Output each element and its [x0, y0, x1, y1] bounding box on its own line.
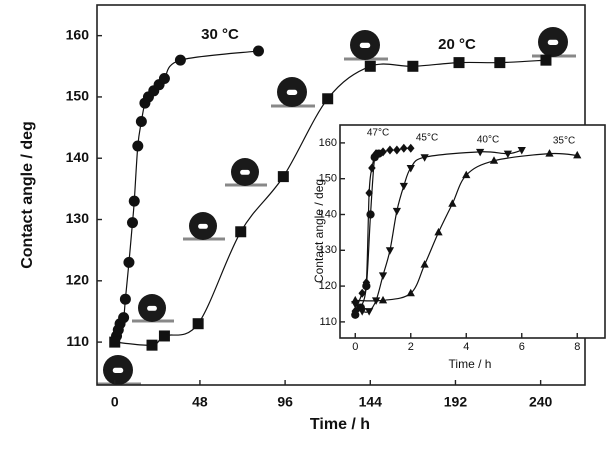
x-tick-label: 240 — [529, 394, 553, 410]
x-tick-label: 48 — [192, 394, 208, 410]
series-label: 30 °C — [201, 26, 239, 43]
y-tick-label: 130 — [66, 210, 90, 226]
data-point — [420, 260, 429, 268]
data-point — [407, 143, 415, 153]
data-point — [119, 293, 131, 305]
y-tick-label: 150 — [66, 88, 90, 104]
data-point — [453, 57, 465, 69]
series-label: 40°C — [477, 135, 499, 146]
x-axis-label: Time / h — [449, 357, 492, 371]
data-point — [358, 308, 367, 316]
data-point — [420, 154, 429, 162]
data-point — [365, 308, 374, 316]
data-point — [374, 149, 383, 158]
droplet-highlight — [359, 42, 371, 48]
data-point — [366, 210, 375, 219]
data-point — [235, 226, 247, 238]
data-point — [393, 145, 401, 155]
data-point — [494, 57, 506, 69]
series-label: 35°C — [553, 136, 575, 147]
y-tick-label: 120 — [66, 272, 90, 288]
droplet-highlight — [147, 305, 157, 311]
data-point — [128, 195, 140, 207]
data-point — [322, 93, 334, 105]
data-point — [109, 336, 121, 348]
data-point — [517, 147, 526, 155]
data-point — [158, 73, 170, 85]
x-tick-label: 192 — [444, 394, 468, 410]
y-axis-label: Contact angle / deg — [19, 121, 36, 269]
data-point — [174, 54, 186, 66]
data-point — [503, 150, 513, 159]
data-point — [365, 188, 373, 198]
y-tick-label: 150 — [319, 173, 337, 185]
x-tick-label: 96 — [277, 394, 293, 410]
data-point — [135, 115, 147, 127]
data-point — [146, 339, 158, 351]
x-tick-label: 2 — [408, 341, 414, 353]
data-point — [192, 318, 204, 330]
data-point — [406, 164, 415, 173]
data-point — [448, 199, 457, 207]
y-tick-label: 140 — [319, 208, 337, 220]
data-point — [378, 272, 388, 280]
data-point — [434, 227, 443, 236]
series-label: 45°C — [416, 133, 438, 144]
data-point — [351, 295, 360, 304]
plot-frame — [339, 124, 606, 339]
data-point — [378, 295, 388, 304]
data-point — [385, 247, 395, 255]
data-point — [406, 288, 415, 297]
data-point — [351, 310, 360, 319]
data-point — [362, 281, 371, 291]
y-tick-label: 130 — [319, 244, 337, 256]
y-tick-label: 160 — [66, 26, 90, 42]
data-point — [386, 145, 394, 155]
data-point — [132, 140, 144, 152]
data-point — [364, 60, 376, 72]
data-point — [158, 330, 170, 342]
series-line — [355, 152, 578, 302]
data-point — [118, 312, 130, 324]
droplet-highlight — [240, 169, 250, 175]
data-point — [277, 171, 289, 183]
x-axis-label: Time / h — [310, 416, 370, 433]
data-point — [399, 182, 408, 191]
droplet-icons — [97, 27, 576, 386]
data-point — [545, 149, 554, 157]
y-tick-label: 110 — [319, 316, 337, 328]
data-point — [358, 288, 366, 298]
data-point — [407, 60, 419, 72]
y-tick-label: 110 — [66, 333, 89, 349]
x-tick-label: 6 — [519, 341, 525, 353]
data-point — [489, 156, 499, 164]
x-tick-label: 4 — [463, 341, 469, 353]
series-label: 47°C — [367, 128, 389, 139]
droplet-highlight — [547, 39, 559, 45]
droplet-highlight — [112, 367, 124, 373]
data-point — [540, 54, 552, 66]
series-line — [115, 50, 259, 337]
droplet-highlight — [286, 89, 298, 95]
y-tick-label: 120 — [319, 280, 337, 292]
droplet-highlight — [198, 223, 208, 229]
data-point — [573, 150, 582, 159]
x-tick-label: 144 — [359, 394, 383, 410]
y-axis-label: Contact angle / deg — [312, 179, 326, 283]
data-point — [476, 148, 485, 157]
data-point — [400, 143, 408, 153]
y-tick-label: 160 — [319, 137, 337, 149]
data-point — [252, 45, 264, 57]
data-point — [123, 256, 135, 268]
x-tick-label: 0 — [111, 394, 119, 410]
data-point — [392, 207, 402, 216]
data-point — [462, 170, 471, 179]
y-tick-label: 140 — [66, 149, 90, 165]
data-point — [126, 217, 138, 229]
x-tick-label: 0 — [352, 341, 358, 353]
x-tick-label: 8 — [574, 341, 580, 353]
series-label: 20 °C — [438, 36, 476, 53]
